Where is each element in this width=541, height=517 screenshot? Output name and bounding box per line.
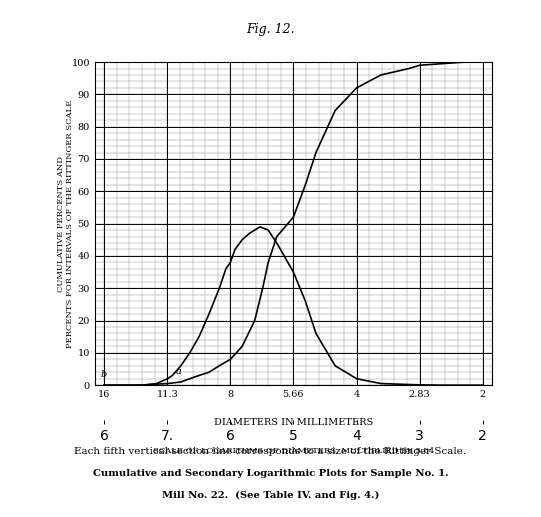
Text: Mill No. 22.  (See Table IV. and Fig. 4.): Mill No. 22. (See Table IV. and Fig. 4.) <box>162 491 379 500</box>
Text: Fig. 12.: Fig. 12. <box>246 23 295 36</box>
Text: Cumulative and Secondary Logarithmic Plots for Sample No. 1.: Cumulative and Secondary Logarithmic Plo… <box>93 469 448 478</box>
X-axis label: DIAMETERS IN MILLIMETERS: DIAMETERS IN MILLIMETERS <box>214 418 373 428</box>
X-axis label: SCALE OF LOGARITHMS OF DIAMETERS  MULTIPLIED BY 5.84: SCALE OF LOGARITHMS OF DIAMETERS MULTIPL… <box>153 447 434 455</box>
Text: Each fifth vertical section line corresponds to a size of the Rittinger Scale.: Each fifth vertical section line corresp… <box>75 447 466 456</box>
Text: a: a <box>176 367 182 376</box>
Y-axis label: CUMULATIVE PERCENTS AND
PERCENTS FOR INTERVALS OF THE RITTINGER SCALE: CUMULATIVE PERCENTS AND PERCENTS FOR INT… <box>57 99 74 348</box>
Text: b: b <box>101 370 107 379</box>
